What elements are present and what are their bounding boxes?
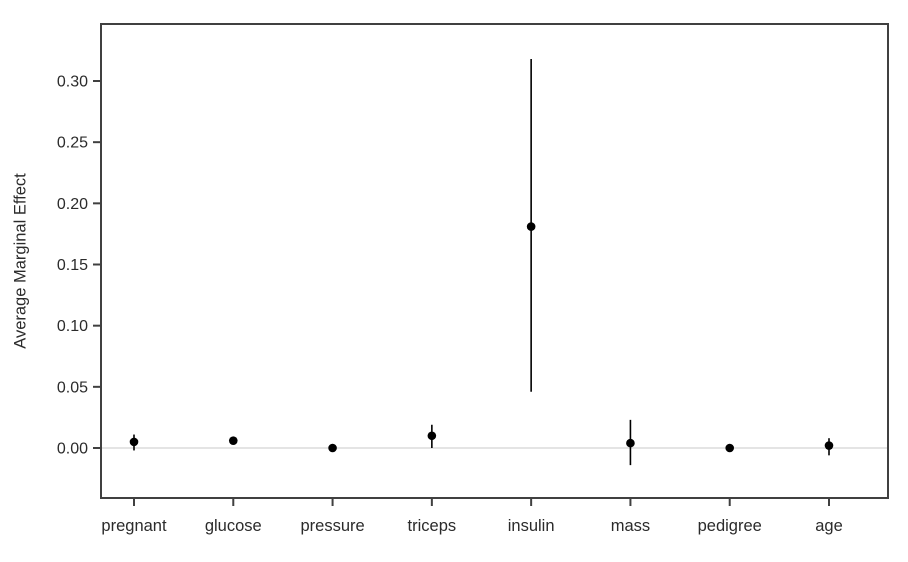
point-mass (626, 438, 635, 448)
y-tick-label: 0.00 (57, 441, 88, 458)
point-pedigree (725, 443, 735, 453)
x-category-label-age: age (815, 517, 843, 535)
x-category-label-pregnant: pregnant (101, 517, 167, 535)
x-category-label-glucose: glucose (205, 517, 262, 535)
x-category-label-insulin: insulin (508, 517, 555, 535)
y-tick-label: 0.15 (57, 257, 88, 274)
y-axis-title: Average Marginal Effect (11, 173, 30, 349)
y-tick-label: 0.10 (57, 318, 88, 335)
point-age (824, 441, 834, 450)
x-category-label-triceps: triceps (408, 517, 457, 535)
y-tick-label: 0.05 (57, 379, 88, 396)
plot-box (100, 23, 889, 499)
x-category-label-pressure: pressure (300, 517, 364, 535)
point-pregnant (129, 437, 139, 447)
point-triceps (427, 431, 437, 441)
point-pressure (328, 443, 337, 453)
y-tick-label: 0.25 (57, 135, 88, 152)
point-insulin (526, 222, 536, 231)
x-category-label-pedigree: pedigree (698, 517, 762, 535)
y-tick-label: 0.30 (57, 74, 88, 91)
x-category-label-mass: mass (611, 517, 650, 535)
point-glucose (228, 436, 238, 445)
y-tick-label: 0.20 (57, 196, 88, 213)
